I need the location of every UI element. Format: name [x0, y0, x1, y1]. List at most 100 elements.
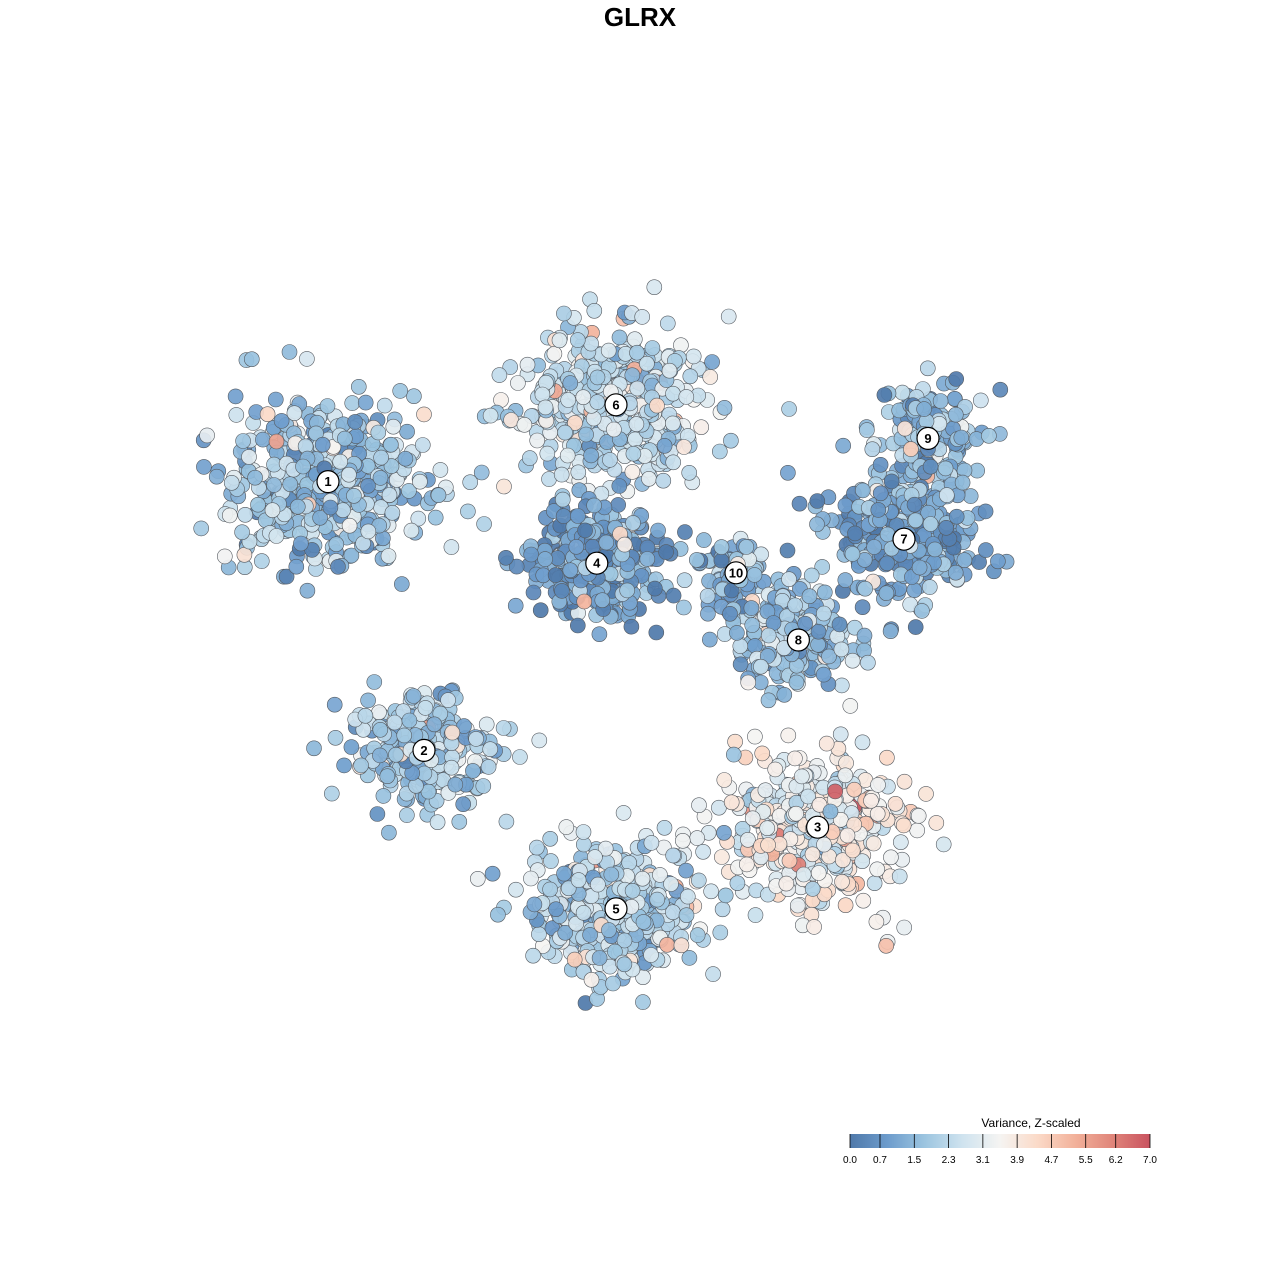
cell-point	[410, 510, 427, 527]
cell-point	[700, 605, 716, 622]
cell-point	[380, 548, 397, 564]
cell-point	[531, 732, 548, 749]
cell-point	[689, 927, 706, 943]
cell-point	[484, 865, 501, 882]
cell-point	[701, 631, 718, 648]
cell-point	[776, 686, 793, 703]
cell-point	[523, 546, 540, 563]
cell-point	[801, 588, 818, 605]
cell-point	[767, 761, 784, 778]
cell-point	[569, 332, 586, 348]
cell-point	[566, 951, 583, 968]
cell-point	[586, 497, 602, 514]
cell-point	[743, 600, 760, 616]
cell-point	[498, 549, 514, 566]
cell-point	[646, 279, 663, 296]
cell-point	[914, 603, 930, 619]
cell-point	[346, 487, 362, 504]
cell-point	[250, 496, 266, 513]
cell-point	[854, 734, 871, 751]
cell-point	[747, 728, 763, 745]
cell-point	[918, 786, 934, 802]
cell-point	[476, 516, 492, 532]
cell-point	[682, 368, 699, 385]
cell-point	[827, 783, 844, 800]
cell-point	[639, 551, 656, 567]
cell-point	[332, 453, 349, 470]
cell-point	[323, 785, 340, 802]
cell-point	[921, 579, 938, 595]
cell-point	[634, 870, 651, 887]
cell-point	[519, 356, 536, 373]
cell-point	[601, 922, 617, 938]
cell-point	[465, 763, 481, 779]
cell-point	[628, 416, 645, 432]
cluster-label-text: 7	[900, 532, 907, 547]
cell-point	[781, 401, 797, 417]
cell-point	[907, 512, 924, 529]
cell-point	[677, 524, 693, 540]
cell-point	[866, 539, 882, 555]
cell-point	[833, 641, 850, 658]
cell-point	[532, 602, 549, 619]
cell-point	[560, 392, 577, 408]
cell-point	[863, 792, 879, 809]
cell-point	[429, 814, 446, 831]
cell-point	[760, 692, 777, 709]
cell-point	[498, 813, 515, 830]
cell-point	[503, 412, 519, 428]
cell-point	[502, 359, 519, 375]
cell-point	[451, 813, 468, 830]
cell-point	[781, 571, 797, 588]
cell-point	[869, 805, 886, 822]
cell-point	[556, 305, 572, 322]
cell-point	[922, 516, 939, 532]
cluster-label-text: 9	[924, 431, 931, 446]
cluster-label-8: 8	[786, 628, 811, 652]
cell-point	[740, 831, 756, 848]
cell-point	[299, 582, 316, 599]
cell-point	[575, 904, 592, 921]
cell-point	[716, 772, 733, 788]
cell-point	[521, 450, 538, 466]
cell-point	[537, 399, 554, 416]
cell-point	[237, 506, 253, 523]
cell-point	[341, 517, 358, 534]
cell-point	[623, 618, 640, 635]
cell-point	[495, 720, 512, 736]
cell-point	[482, 407, 499, 424]
cell-point	[343, 547, 360, 564]
cell-point	[635, 914, 652, 930]
cell-point	[844, 546, 861, 562]
cell-point	[383, 436, 399, 453]
cell-point	[328, 536, 345, 553]
cell-point	[341, 466, 357, 483]
cell-point	[602, 452, 618, 468]
cell-point	[376, 397, 393, 414]
cell-point	[293, 535, 309, 552]
cell-point	[816, 584, 833, 601]
cell-point	[546, 345, 563, 362]
cell-point	[711, 443, 728, 460]
cell-point	[235, 433, 251, 449]
cell-point	[696, 532, 712, 548]
cell-point	[938, 487, 955, 503]
cell-point	[722, 605, 738, 622]
cell-point	[778, 875, 795, 892]
cell-point	[327, 729, 344, 746]
cell-point	[626, 331, 643, 348]
cell-point	[927, 541, 943, 558]
cell-point	[903, 441, 919, 457]
cell-point	[528, 839, 545, 856]
cell-point	[855, 892, 872, 909]
cell-point	[227, 388, 244, 405]
cell-point	[753, 658, 769, 675]
cell-point	[635, 994, 651, 1010]
cell-point	[673, 337, 689, 354]
cell-point	[375, 788, 392, 804]
cell-point	[383, 458, 400, 474]
cell-point	[583, 335, 599, 352]
cell-point	[616, 956, 633, 973]
cell-point	[273, 413, 290, 429]
cell-point	[896, 773, 913, 790]
